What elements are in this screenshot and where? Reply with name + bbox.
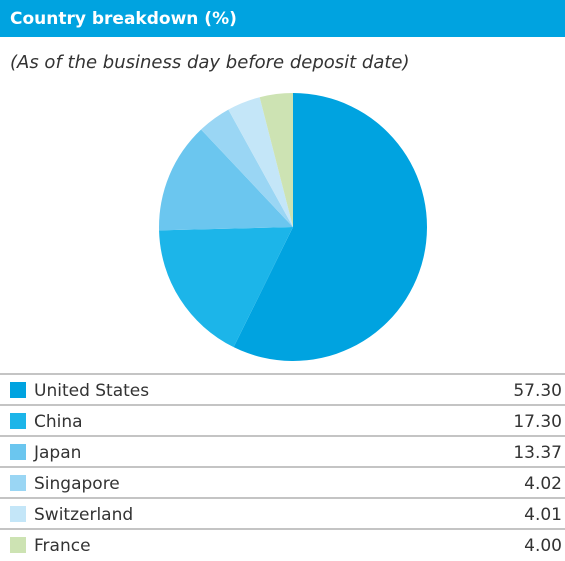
legend-swatch — [10, 475, 26, 491]
legend-label: Singapore — [34, 474, 120, 494]
value-label: 4.02 — [524, 474, 562, 494]
legend-swatch — [10, 537, 26, 553]
pie-slice — [233, 93, 428, 361]
legend-label: Switzerland — [34, 505, 133, 525]
header-bar — [0, 0, 565, 37]
legend-swatch — [10, 506, 26, 522]
pie-slice — [159, 129, 293, 231]
legend-label: China — [34, 412, 83, 432]
legend-swatch — [10, 382, 26, 398]
legend-label: United States — [34, 381, 149, 401]
legend-swatch — [10, 444, 26, 460]
value-label: 57.30 — [513, 381, 562, 401]
value-label: 17.30 — [513, 412, 562, 432]
value-label: 13.37 — [513, 443, 562, 463]
legend-label: France — [34, 536, 91, 556]
pie-slice — [228, 97, 293, 227]
value-label: 4.01 — [524, 505, 562, 525]
chart-title: Country breakdown (%) — [10, 9, 237, 29]
legend-label: Japan — [33, 443, 81, 463]
pie-slice — [259, 93, 293, 227]
value-label: 4.00 — [524, 536, 562, 556]
pie-slice — [159, 227, 293, 348]
legend-swatch — [10, 413, 26, 429]
chart-subtitle: (As of the business day before deposit d… — [10, 52, 410, 73]
pie-slice — [201, 109, 293, 227]
